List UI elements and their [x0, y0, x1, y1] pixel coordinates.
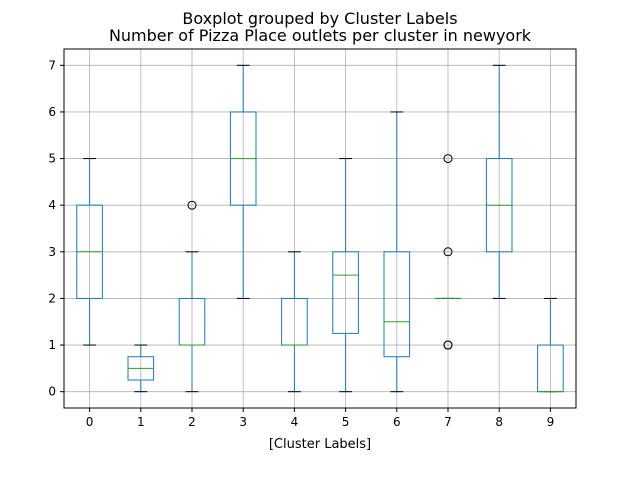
x-tick-label: 4	[291, 415, 299, 429]
x-tick-label: 2	[188, 415, 196, 429]
y-tick-label: 3	[48, 245, 56, 259]
x-tick-label: 1	[137, 415, 145, 429]
y-tick-label: 2	[48, 291, 56, 305]
y-tick-label: 0	[48, 385, 56, 399]
x-tick-label: 9	[547, 415, 555, 429]
y-tick-label: 7	[48, 58, 56, 72]
chart-title: Number of Pizza Place outlets per cluste…	[109, 26, 532, 45]
x-tick-label: 5	[342, 415, 350, 429]
y-tick-label: 1	[48, 338, 56, 352]
x-axis-label: [Cluster Labels]	[269, 437, 371, 452]
x-tick-label: 6	[393, 415, 401, 429]
x-tick-label: 8	[495, 415, 503, 429]
y-tick-label: 6	[48, 105, 56, 119]
x-tick-label: 7	[444, 415, 452, 429]
y-tick-label: 5	[48, 152, 56, 166]
y-tick-label: 4	[48, 198, 56, 212]
x-tick-label: 3	[239, 415, 247, 429]
x-tick-label: 0	[86, 415, 94, 429]
